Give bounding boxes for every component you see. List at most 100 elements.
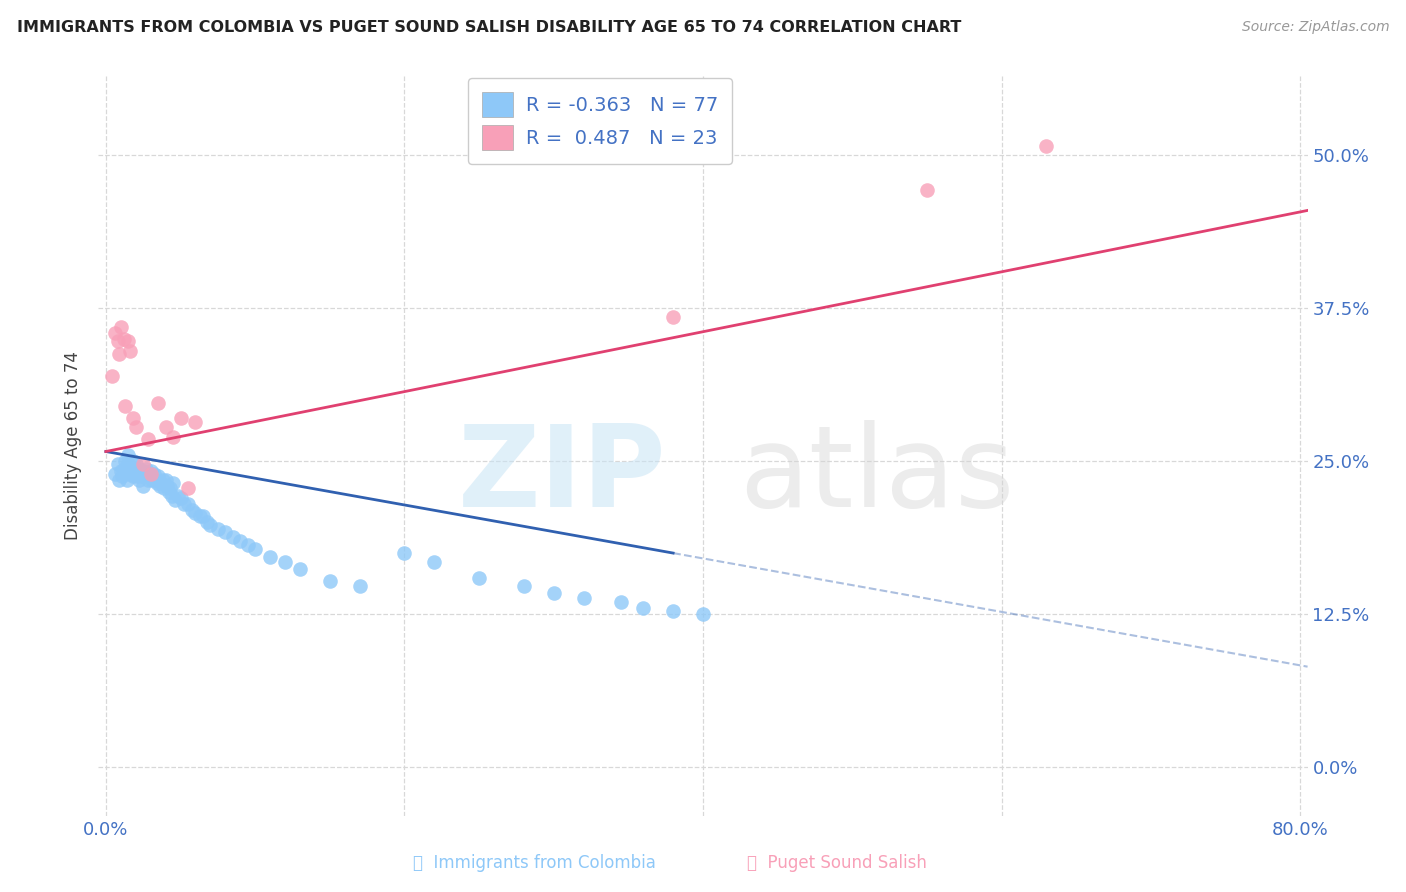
Point	[128, 461, 150, 475]
Point	[200, 517, 222, 532]
Point	[125, 464, 148, 478]
Text: atlas: atlas	[740, 420, 1015, 531]
Text: ⬛  Puget Sound Salish: ⬛ Puget Sound Salish	[747, 855, 927, 872]
Point	[423, 555, 446, 569]
Point	[112, 461, 135, 475]
Point	[118, 344, 141, 359]
Point	[222, 530, 245, 544]
Point	[122, 464, 145, 478]
Point	[134, 469, 156, 483]
Point	[110, 464, 132, 478]
Point	[572, 591, 595, 606]
Point	[259, 549, 281, 564]
Point	[236, 537, 259, 551]
Point	[121, 454, 143, 468]
Point	[229, 533, 252, 548]
Point	[662, 310, 685, 324]
Point	[207, 522, 229, 536]
Point	[114, 399, 136, 413]
Point	[191, 509, 214, 524]
Point	[177, 497, 200, 511]
Point	[139, 467, 162, 481]
Text: ⬛  Immigrants from Colombia: ⬛ Immigrants from Colombia	[413, 855, 655, 872]
Point	[156, 479, 179, 493]
Point	[184, 415, 207, 429]
Point	[150, 476, 173, 491]
Point	[162, 476, 184, 491]
Point	[117, 448, 139, 462]
Point	[136, 432, 159, 446]
Text: ZIP: ZIP	[458, 420, 666, 531]
Point	[132, 479, 155, 493]
Point	[173, 497, 195, 511]
Point	[107, 457, 129, 471]
Point	[184, 506, 207, 520]
Point	[132, 457, 155, 471]
Point	[177, 481, 200, 495]
Point	[243, 542, 266, 557]
Point	[160, 489, 183, 503]
Point	[110, 319, 132, 334]
Point	[633, 601, 655, 615]
Point	[162, 430, 184, 444]
Text: Source: ZipAtlas.com: Source: ZipAtlas.com	[1241, 20, 1389, 34]
Point	[543, 586, 565, 600]
Point	[115, 473, 138, 487]
Point	[120, 460, 142, 475]
Point	[125, 457, 148, 471]
Point	[181, 503, 204, 517]
Point	[662, 604, 685, 618]
Point	[146, 469, 169, 483]
Point	[129, 467, 152, 481]
Point	[138, 467, 160, 481]
Point	[145, 476, 167, 491]
Point	[197, 516, 219, 530]
Point	[157, 484, 180, 499]
Point	[118, 467, 141, 481]
Point	[111, 469, 134, 483]
Point	[149, 479, 172, 493]
Point	[1035, 138, 1057, 153]
Point	[159, 481, 181, 495]
Text: IMMIGRANTS FROM COLOMBIA VS PUGET SOUND SALISH DISABILITY AGE 65 TO 74 CORRELATI: IMMIGRANTS FROM COLOMBIA VS PUGET SOUND …	[17, 20, 962, 35]
Point	[101, 368, 124, 383]
Point	[104, 467, 127, 481]
Point	[146, 395, 169, 409]
Point	[152, 473, 174, 487]
Point	[125, 420, 148, 434]
Point	[104, 326, 127, 340]
Y-axis label: Disability Age 65 to 74: Disability Age 65 to 74	[65, 351, 83, 541]
Point	[394, 546, 416, 560]
Point	[107, 334, 129, 349]
Point	[121, 411, 143, 425]
Point	[166, 489, 188, 503]
Point	[610, 595, 633, 609]
Point	[143, 473, 166, 487]
Point	[214, 525, 236, 540]
Point	[319, 574, 342, 589]
Point	[288, 562, 311, 576]
Point	[108, 346, 131, 360]
Point	[131, 469, 153, 483]
Point	[468, 570, 491, 584]
Point	[349, 579, 371, 593]
Point	[121, 469, 143, 483]
Point	[112, 332, 135, 346]
Point	[188, 509, 211, 524]
Point	[114, 454, 136, 468]
Point	[153, 481, 176, 495]
Point	[108, 473, 131, 487]
Point	[128, 473, 150, 487]
Point	[141, 473, 163, 487]
Point	[135, 461, 157, 475]
Point	[139, 464, 162, 478]
Point	[274, 555, 297, 569]
Point	[117, 334, 139, 349]
Point	[155, 473, 177, 487]
Point	[692, 607, 714, 622]
Point	[117, 457, 139, 471]
Point	[132, 464, 155, 478]
Point	[142, 467, 165, 481]
Point	[127, 469, 149, 483]
Point	[169, 411, 191, 425]
